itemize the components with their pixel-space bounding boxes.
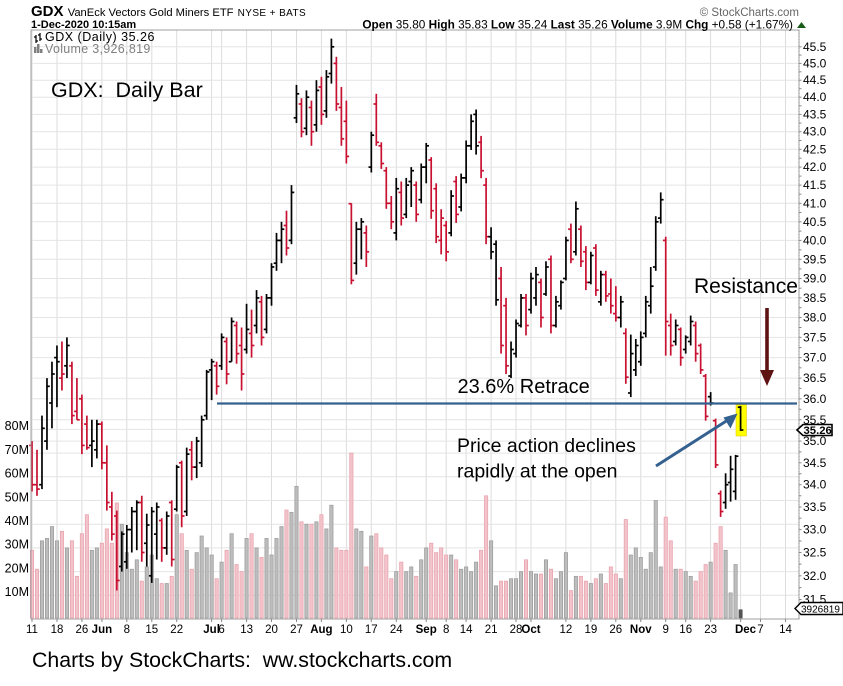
- svg-text:23.6% Retrace: 23.6% Retrace: [458, 376, 590, 398]
- svg-text:45.0: 45.0: [803, 56, 827, 70]
- svg-text:42.0: 42.0: [803, 160, 827, 174]
- svg-text:Resistance: Resistance: [694, 275, 798, 298]
- svg-text:19: 19: [585, 624, 598, 636]
- svg-text:9: 9: [662, 624, 668, 636]
- svg-text:Oct: Oct: [521, 624, 540, 636]
- svg-text:1-Dec-2020 10:15am: 1-Dec-2020 10:15am: [31, 19, 136, 31]
- svg-text:Nov: Nov: [630, 624, 652, 636]
- svg-text:37.0: 37.0: [803, 351, 827, 365]
- svg-text:Dec: Dec: [735, 624, 757, 636]
- svg-text:35.26: 35.26: [804, 425, 832, 437]
- svg-text:35.0: 35.0: [803, 434, 827, 448]
- svg-text:30M: 30M: [5, 538, 29, 552]
- svg-text:36.5: 36.5: [803, 371, 827, 385]
- svg-text:© StockCharts.com: © StockCharts.com: [700, 7, 799, 19]
- svg-text:Aug: Aug: [310, 624, 332, 636]
- svg-text:40.0: 40.0: [803, 233, 827, 247]
- svg-text:27: 27: [290, 624, 303, 636]
- svg-text:40M: 40M: [5, 514, 29, 528]
- svg-text:GDX: Daily Bar: GDX: Daily Bar: [51, 78, 203, 102]
- svg-text:38.0: 38.0: [803, 311, 827, 325]
- svg-text:40.5: 40.5: [803, 215, 827, 229]
- svg-text:41.0: 41.0: [803, 196, 827, 210]
- svg-text:45.5: 45.5: [803, 40, 827, 54]
- svg-text:50M: 50M: [5, 490, 29, 504]
- svg-text:39.0: 39.0: [803, 272, 827, 286]
- svg-text:20: 20: [265, 624, 278, 636]
- svg-text:23: 23: [704, 624, 717, 636]
- svg-text:8: 8: [443, 624, 449, 636]
- svg-text:Jun: Jun: [92, 624, 112, 636]
- svg-text:3926819: 3926819: [801, 604, 840, 615]
- svg-text:11: 11: [26, 624, 38, 636]
- svg-text:44.5: 44.5: [803, 73, 827, 87]
- svg-text:39.5: 39.5: [803, 252, 827, 266]
- svg-text:Open 35.80 High 35.83 Low 35.2: Open 35.80 High 35.83 Low 35.24 Last 35.…: [362, 18, 793, 32]
- svg-text:16: 16: [679, 624, 692, 636]
- svg-text:34.0: 34.0: [803, 478, 827, 492]
- svg-text:22: 22: [170, 624, 183, 636]
- svg-text:43.5: 43.5: [803, 107, 827, 121]
- svg-text:43.0: 43.0: [803, 125, 827, 139]
- svg-text:32.5: 32.5: [803, 546, 827, 560]
- svg-text:6: 6: [218, 624, 224, 636]
- svg-text:37.5: 37.5: [803, 330, 827, 344]
- svg-text:14: 14: [460, 624, 473, 636]
- svg-text:GDX (Daily) 35.26: GDX (Daily) 35.26: [45, 30, 155, 44]
- svg-text:36.0: 36.0: [803, 392, 827, 406]
- svg-text:38.5: 38.5: [803, 291, 827, 305]
- svg-text:Price action declines: Price action declines: [457, 435, 636, 457]
- svg-text:13: 13: [240, 624, 253, 636]
- svg-text:18: 18: [51, 624, 64, 636]
- svg-text:14: 14: [779, 624, 792, 636]
- svg-text:10: 10: [340, 624, 353, 636]
- svg-text:26: 26: [76, 624, 89, 636]
- svg-text:33.5: 33.5: [803, 500, 827, 514]
- svg-text:80M: 80M: [5, 419, 29, 433]
- svg-text:21: 21: [485, 624, 498, 636]
- svg-text:33.0: 33.0: [803, 523, 827, 537]
- svg-text:10M: 10M: [5, 585, 29, 599]
- svg-text:15: 15: [145, 624, 158, 636]
- svg-text:8: 8: [124, 624, 130, 636]
- svg-text:Jul: Jul: [203, 624, 220, 636]
- svg-text:34.5: 34.5: [803, 456, 827, 470]
- svg-text:rapidly at the open: rapidly at the open: [457, 461, 617, 483]
- svg-text:Volume 3,926,819: Volume 3,926,819: [45, 42, 151, 56]
- svg-text:Sep: Sep: [416, 624, 437, 636]
- svg-text:44.0: 44.0: [803, 90, 827, 104]
- svg-text:24: 24: [390, 624, 403, 636]
- svg-text:17: 17: [365, 624, 378, 636]
- svg-text:70M: 70M: [5, 443, 29, 457]
- svg-text:20M: 20M: [5, 561, 29, 575]
- svg-text:Charts by StockCharts: ww.sto: Charts by StockCharts: ww.stockcharts.co…: [32, 648, 452, 672]
- svg-text:28: 28: [510, 624, 523, 636]
- svg-text:32.0: 32.0: [803, 569, 827, 583]
- svg-text:GDX VanEck Vectors Gold Miners: GDX VanEck Vectors Gold Miners ETF NYSE …: [31, 3, 306, 20]
- svg-text:42.5: 42.5: [803, 142, 827, 156]
- svg-text:35.5: 35.5: [803, 413, 827, 427]
- svg-text:60M: 60M: [5, 467, 29, 481]
- svg-text:41.5: 41.5: [803, 178, 827, 192]
- svg-text:7: 7: [757, 624, 763, 636]
- svg-text:26: 26: [609, 624, 622, 636]
- svg-text:12: 12: [560, 624, 573, 636]
